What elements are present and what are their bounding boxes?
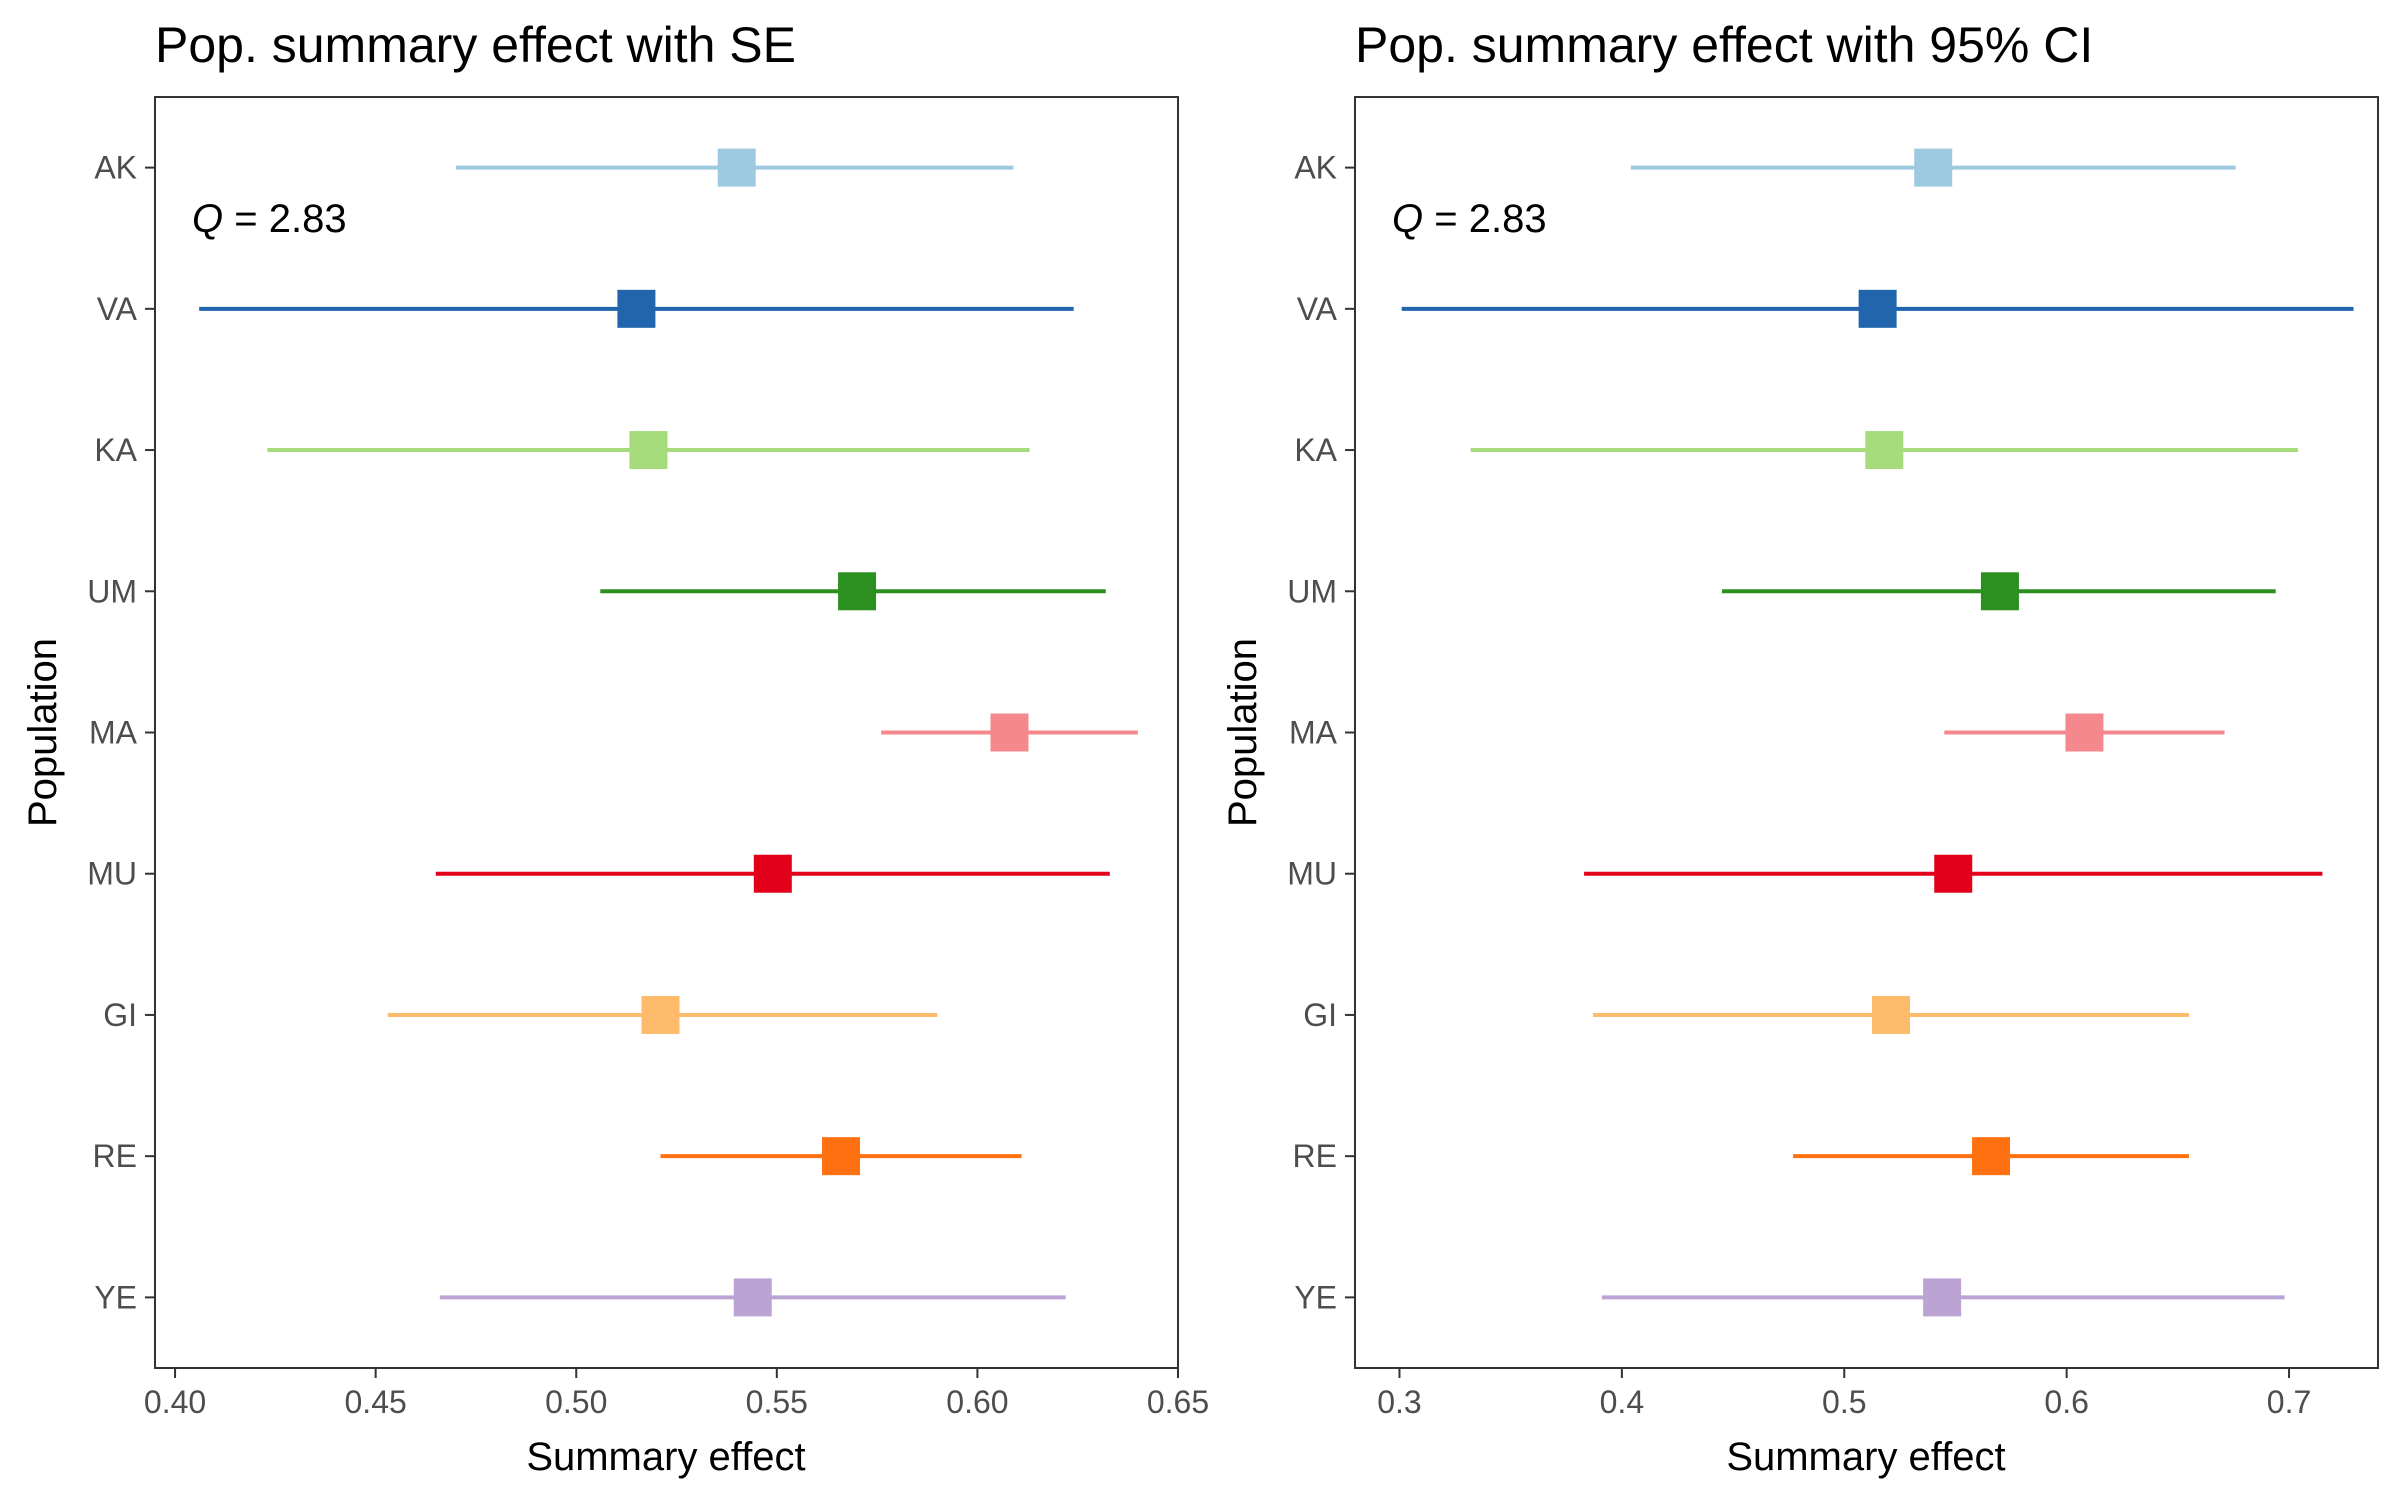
point-va <box>1858 289 1897 328</box>
point-ka <box>629 431 668 470</box>
y-tick-label: AK <box>1294 150 1337 186</box>
point-ak <box>1914 148 1953 187</box>
point-gi <box>641 995 680 1034</box>
x-tick-label: 0.4 <box>1600 1384 1644 1420</box>
y-tick-label: VA <box>97 291 138 327</box>
point-va <box>617 289 656 328</box>
point-ye <box>733 1278 772 1317</box>
x-axis-title: Summary effect <box>526 1435 805 1479</box>
y-axis-title: Population <box>1221 638 1265 827</box>
point-ka <box>1865 431 1904 470</box>
y-tick-label: AK <box>94 150 137 186</box>
chart-panel-1: Pop. summary effect with SE AK VA KA UM MA MU G… <box>21 17 1209 1479</box>
x-tick-label: 0.55 <box>746 1384 808 1420</box>
y-tick-label: RE <box>93 1138 137 1174</box>
x-tick-label: 0.60 <box>946 1384 1008 1420</box>
y-tick-label: UM <box>1287 573 1337 609</box>
y-tick-label: KA <box>1294 432 1337 468</box>
x-tick-label: 0.65 <box>1147 1384 1209 1420</box>
point-ak <box>717 148 756 187</box>
y-tick-label: YE <box>94 1279 137 1315</box>
point-re <box>822 1137 861 1176</box>
q-value: = 2.83 <box>1423 197 1546 241</box>
q-annotation: Q = 2.83 <box>1392 197 1547 241</box>
q-symbol: Q <box>1392 197 1423 241</box>
y-tick-label: GI <box>1303 997 1337 1033</box>
point-gi <box>1871 995 1910 1034</box>
y-tick-label: UM <box>87 573 137 609</box>
point-um <box>838 572 877 611</box>
x-tick-label: 0.50 <box>545 1384 607 1420</box>
y-tick-label: VA <box>1297 291 1338 327</box>
y-tick-label: RE <box>1293 1138 1337 1174</box>
y-axis-title: Population <box>21 638 65 827</box>
point-um <box>1980 572 2019 611</box>
chart-title: Pop. summary effect with 95% CI <box>1355 17 2093 73</box>
q-value: = 2.83 <box>223 197 346 241</box>
point-ma <box>2065 713 2104 752</box>
y-tick-label: MU <box>1287 856 1337 892</box>
point-mu <box>753 854 792 893</box>
y-tick-label: MA <box>89 715 138 751</box>
point-mu <box>1934 854 1973 893</box>
x-axis-title: Summary effect <box>1726 1435 2005 1479</box>
x-tick-label: 0.40 <box>144 1384 206 1420</box>
x-tick-label: 0.7 <box>2267 1384 2311 1420</box>
y-tick-label: GI <box>103 997 137 1033</box>
x-tick-label: 0.3 <box>1377 1384 1421 1420</box>
chart-title: Pop. summary effect with SE <box>155 17 796 73</box>
x-tick-label: 0.45 <box>345 1384 407 1420</box>
q-annotation: Q = 2.83 <box>192 197 347 241</box>
y-tick-label: MA <box>1289 715 1338 751</box>
chart-panel-2: Pop. summary effect with 95% CI AK VA KA UM M… <box>1221 17 2379 1479</box>
point-ye <box>1923 1278 1962 1317</box>
y-tick-label: MU <box>87 856 137 892</box>
y-tick-label: KA <box>94 432 137 468</box>
x-tick-label: 0.6 <box>2044 1384 2088 1420</box>
x-tick-label: 0.5 <box>1822 1384 1866 1420</box>
q-symbol: Q <box>192 197 223 241</box>
point-re <box>1972 1137 2011 1176</box>
y-tick-label: YE <box>1294 1279 1337 1315</box>
point-ma <box>990 713 1029 752</box>
